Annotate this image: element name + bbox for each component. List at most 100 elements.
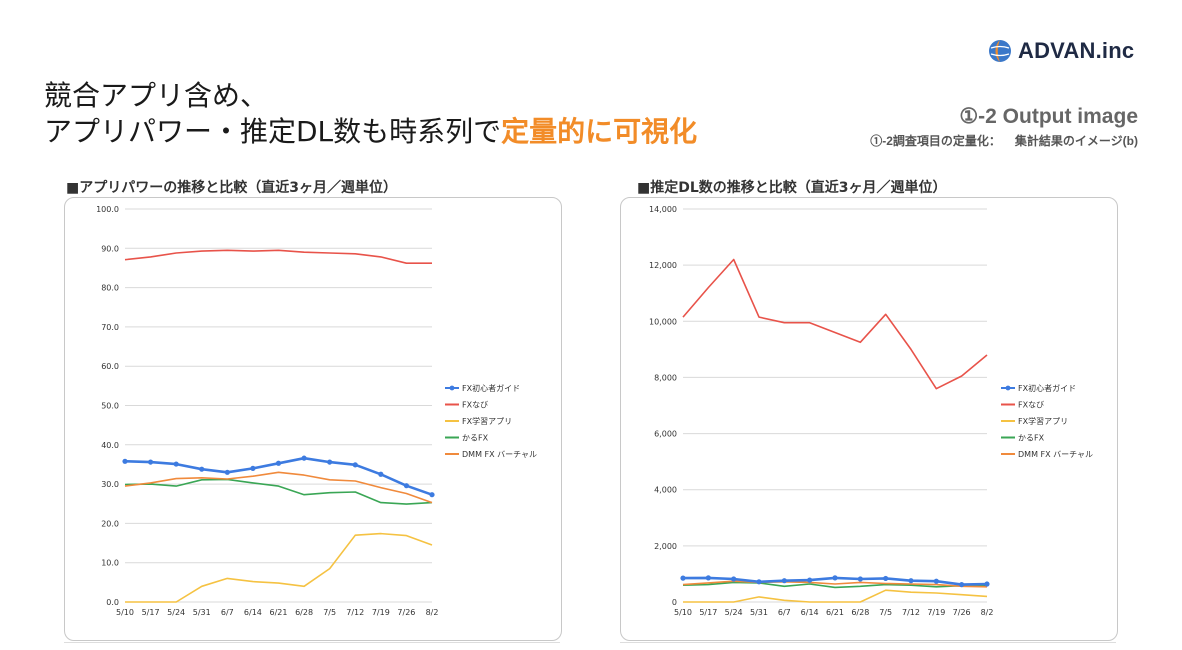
legend-label: FXなび [462, 401, 488, 410]
chart-app-power: 0.0 10.0 20.0 30.0 40.0 50.0 60.0 70.0 80.0 90.0 1… [96, 205, 537, 617]
data-point [327, 459, 333, 465]
y-tick-label: 20.0 [101, 519, 119, 528]
x-tick-label: 5/31 [750, 608, 768, 617]
divider [620, 642, 1116, 643]
data-point [908, 578, 914, 584]
x-tick-label: 5/17 [142, 608, 160, 617]
output-sub: ①-2調査項目の定量化： 集計結果のイメージ(b) [870, 132, 1138, 149]
x-tick-label: 5/10 [116, 608, 134, 617]
x-tick-label: 5/24 [167, 608, 185, 617]
x-tick-label: 6/14 [801, 608, 819, 617]
data-point [781, 578, 787, 584]
legend-label: FX学習アプリ [462, 416, 512, 426]
headline-prefix: アプリパワー・推定DL数も時系列で [44, 115, 502, 148]
x-tick-label: 5/31 [193, 608, 211, 617]
x-tick-label: 6/28 [851, 608, 869, 617]
legend-label: かるFX [462, 434, 489, 443]
series-line [124, 471, 433, 504]
data-point [352, 462, 358, 468]
y-tick-label: 6,000 [654, 430, 677, 439]
x-tick-label: 6/21 [270, 608, 288, 617]
x-tick-label: 5/17 [699, 608, 717, 617]
data-point [756, 579, 762, 585]
x-tick-label: 6/14 [244, 608, 262, 617]
data-point [301, 455, 307, 461]
y-tick-label: 0.0 [106, 598, 119, 607]
headline-accent: 定量的に可視化 [501, 115, 698, 148]
headline: 競合アプリ含め、 アプリパワー・推定DL数も時系列で定量的に可視化 [44, 78, 697, 150]
series-line [124, 249, 432, 264]
x-tick-label: 5/24 [725, 608, 743, 617]
x-tick-label: 6/7 [778, 608, 791, 617]
y-tick-label: 80.0 [101, 284, 119, 293]
y-tick-label: 90.0 [101, 244, 119, 253]
legend-label: FX初心者ガイド [1018, 383, 1076, 393]
data-point [857, 576, 863, 582]
legend-label: DMM FX バーチャル [1018, 450, 1093, 459]
data-point [147, 459, 154, 465]
data-point [275, 460, 282, 466]
x-tick-label: 6/28 [295, 608, 313, 617]
legend-marker [449, 385, 455, 391]
series-line [682, 581, 988, 589]
data-point [883, 575, 889, 582]
globe-drop-icon [989, 40, 1011, 62]
chart-title-app-power: ■アプリパワーの推移と比較（直近3ヶ月／週単位） [66, 180, 397, 196]
x-tick-label: 8/2 [981, 608, 994, 617]
chart-panel-downloads: 0 2,000 4,000 6,000 8,000 10,000 12,000 14,000 5… [620, 197, 1118, 641]
headline-line-2: アプリパワー・推定DL数も時系列で定量的に可視化 [44, 114, 697, 150]
brand-name: ADVAN.inc [1018, 38, 1135, 63]
data-point [122, 458, 128, 464]
y-tick-label: 100.0 [96, 205, 119, 214]
x-tick-label: 7/5 [879, 608, 892, 617]
brand-logo: ADVAN.inc [988, 38, 1134, 64]
y-tick-label: 8,000 [654, 373, 677, 382]
y-tick-label: 30.0 [101, 480, 119, 489]
y-tick-label: 70.0 [101, 323, 119, 332]
y-tick-label: 60.0 [101, 362, 119, 371]
x-tick-label: 7/12 [902, 608, 920, 617]
data-point [832, 575, 838, 581]
legend-label: かるFX [1018, 434, 1045, 443]
output-label: ①-2 Output image [959, 105, 1138, 128]
y-tick-label: 0 [672, 598, 677, 607]
data-point [731, 576, 737, 582]
data-point [680, 575, 686, 581]
data-point [984, 581, 990, 587]
legend-label: FX初心者ガイド [462, 383, 520, 393]
y-tick-label: 4,000 [654, 486, 677, 495]
output-sub-right: 集計結果のイメージ(b) [1014, 134, 1138, 148]
x-tick-label: 7/19 [372, 608, 390, 617]
headline-line-1: 競合アプリ含め、 [44, 79, 269, 112]
y-tick-label: 50.0 [101, 402, 119, 411]
data-point [807, 577, 813, 583]
x-tick-label: 6/7 [221, 608, 234, 617]
series-line [683, 589, 988, 603]
legend-label: FX学習アプリ [1018, 416, 1068, 426]
data-point [959, 581, 965, 588]
x-tick-label: 6/21 [826, 608, 844, 617]
x-tick-label: 7/26 [397, 608, 415, 617]
x-tick-label: 7/12 [346, 608, 364, 617]
series-line [124, 478, 433, 505]
data-point [403, 483, 410, 489]
chart-downloads: 0 2,000 4,000 6,000 8,000 10,000 12,000 14,000 5… [649, 205, 1093, 617]
y-tick-label: 10,000 [649, 317, 677, 326]
x-tick-label: 5/10 [674, 608, 692, 617]
chart-title-downloads: ■推定DL数の推移と比較（直近3ヶ月／週単位） [637, 180, 947, 196]
legend-label: DMM FX バーチャル [462, 450, 537, 459]
x-tick-label: 7/19 [927, 608, 945, 617]
x-tick-label: 7/5 [323, 608, 336, 617]
data-point [429, 492, 435, 498]
x-tick-label: 8/2 [426, 608, 439, 617]
data-point [705, 575, 711, 581]
x-tick-label: 7/26 [953, 608, 971, 617]
y-tick-label: 10.0 [101, 559, 119, 568]
data-point [199, 466, 205, 472]
legend-label: FXなび [1018, 401, 1044, 410]
output-sub-left: ①-2調査項目の定量化： [870, 134, 1001, 148]
data-point [224, 469, 230, 475]
y-tick-label: 40.0 [101, 441, 119, 450]
data-point [378, 471, 384, 477]
data-point [933, 578, 939, 584]
